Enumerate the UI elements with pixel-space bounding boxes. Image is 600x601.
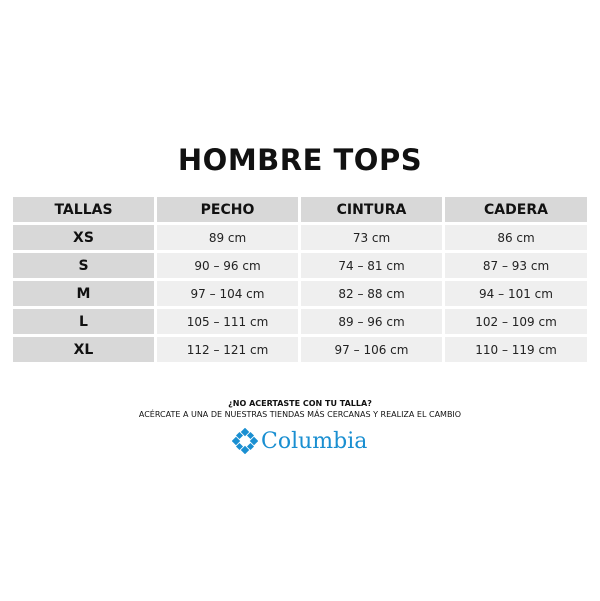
measurement-cell: 73 cm xyxy=(301,225,442,250)
columbia-logo: Columbia xyxy=(232,428,367,454)
measurement-cell: 89 cm xyxy=(157,225,298,250)
measurement-cell: 87 – 93 cm xyxy=(445,253,587,278)
measurement-cell: 90 – 96 cm xyxy=(157,253,298,278)
size-label: L xyxy=(13,309,154,334)
size-label: M xyxy=(13,281,154,306)
column-header: CADERA xyxy=(445,197,587,222)
footer-message: ACÉRCATE A UNA DE NUESTRAS TIENDAS MÁS C… xyxy=(138,410,462,419)
measurement-cell: 74 – 81 cm xyxy=(301,253,442,278)
measurement-cell: 97 – 104 cm xyxy=(157,281,298,306)
logo-text: Columbia xyxy=(261,428,368,454)
columbia-diamond-logo-icon xyxy=(232,428,258,454)
measurement-cell: 94 – 101 cm xyxy=(445,281,587,306)
measurement-cell: 110 – 119 cm xyxy=(445,337,587,362)
column-header: TALLAS xyxy=(13,197,154,222)
measurement-cell: 97 – 106 cm xyxy=(301,337,442,362)
measurement-cell: 89 – 96 cm xyxy=(301,309,442,334)
measurement-cell: 112 – 121 cm xyxy=(157,337,298,362)
size-label: S xyxy=(13,253,154,278)
size-chart-table: TALLAS PECHO CINTURA CADERA XS 89 cm 73 cm 86 c… xyxy=(13,197,588,362)
measurement-cell: 105 – 111 cm xyxy=(157,309,298,334)
column-header: CINTURA xyxy=(301,197,442,222)
page-title: HOMBRE TOPS xyxy=(177,143,423,177)
column-header: PECHO xyxy=(157,197,298,222)
measurement-cell: 82 – 88 cm xyxy=(301,281,442,306)
footer-question: ¿NO ACERTASTE CON TU TALLA? xyxy=(228,399,372,408)
measurement-cell: 86 cm xyxy=(445,225,587,250)
measurement-cell: 102 – 109 cm xyxy=(445,309,587,334)
size-label: XL xyxy=(13,337,154,362)
size-label: XS xyxy=(13,225,154,250)
